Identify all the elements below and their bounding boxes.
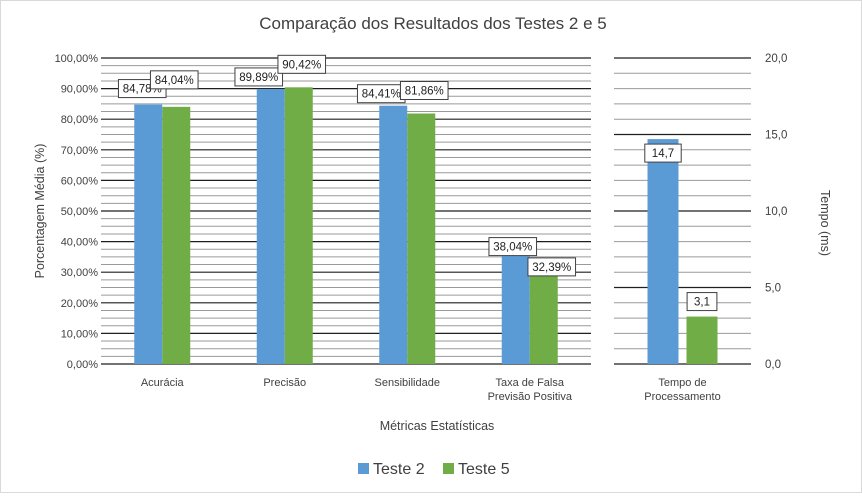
- data-label-box-teste-5-tempo-de-processamento: [686, 292, 718, 312]
- right-gridlines: [614, 57, 751, 365]
- data-label-teste-2-taxa-de-falsa-previsao-positiva: 38,04%: [493, 242, 532, 254]
- data-label-teste-5-taxa-de-falsa-previsao-positiva: 32,39%: [532, 262, 571, 274]
- y-tick-label-left: 100,00%: [55, 53, 99, 65]
- x-tick-label-taxa-de-falsa-previsao-positiva: Previsão Positiva: [488, 391, 573, 403]
- legend-label-teste-2: Teste 2: [373, 461, 425, 478]
- bars: [134, 87, 718, 365]
- y-tick-label-left: 0,00%: [67, 359, 98, 371]
- legend: Teste 2 Teste 5: [358, 461, 510, 478]
- legend-label-teste-5: Teste 5: [458, 461, 510, 478]
- data-label-teste-5-precisao: 90,42%: [282, 59, 321, 71]
- data-label-teste-2-precisao: 89,89%: [239, 72, 278, 84]
- y-tick-label-left: 90,00%: [61, 84, 99, 96]
- bar-teste-2-tempo-de-processamento: [647, 139, 679, 364]
- tick-labels: 0,00% 10,00% 20,00% 30,00% 40,00% 50,00% 60,00…: [55, 53, 788, 403]
- y-tick-label-left: 10,00%: [61, 328, 99, 340]
- data-label-box-teste-5-precisao: [277, 54, 327, 74]
- y-tick-label-left: 80,00%: [61, 114, 99, 126]
- data-label-box-teste-2-taxa-de-falsa-previsao-positiva: [488, 237, 538, 257]
- y-tick-label-right: 0,0: [765, 359, 781, 371]
- bar-teste-2-sensibilidade: [379, 105, 408, 365]
- bar-teste-5-tempo-de-processamento: [686, 316, 718, 364]
- data-label-box-teste-2-tempo-de-processamento: [644, 143, 682, 163]
- x-tick-label-acuracia: Acurácia: [141, 377, 185, 389]
- data-label-box-teste-5-taxa-de-falsa-previsao-positiva: [527, 257, 577, 277]
- x-tick-label-precisao: Precisão: [263, 377, 306, 389]
- bar-teste-5-acuracia: [162, 106, 191, 365]
- y-tick-label-right: 20,0: [765, 53, 787, 65]
- bar-teste-5-sensibilidade: [407, 113, 436, 365]
- legend-swatch-teste-5: [443, 463, 454, 474]
- bar-teste-2-precisao: [256, 88, 285, 365]
- data-label-teste-5-tempo-de-processamento: 3,1: [694, 297, 710, 309]
- y-axis-title-right: Tempo (ms): [818, 190, 832, 256]
- x-tick-label-sensibilidade: Sensibilidade: [375, 377, 440, 389]
- y-tick-label-right: 10,0: [765, 206, 787, 218]
- data-labels: 84,78%84,04% 89,89%90,42%84,41% 81,86%38,0…: [117, 54, 718, 312]
- y-axis-title-left: Porcentagem Média (%): [33, 144, 47, 279]
- x-tick-label-tempo-de-processamento: Tempo de: [658, 377, 706, 389]
- y-tick-label-left: 20,00%: [61, 298, 99, 310]
- data-label-teste-2-sensibilidade: 84,41%: [362, 89, 401, 101]
- bar-teste-2-acuracia: [134, 104, 163, 365]
- data-label-teste-5-acuracia: 84,04%: [155, 75, 194, 87]
- y-tick-label-left: 60,00%: [61, 175, 99, 187]
- bar-teste-5-precisao: [284, 87, 313, 365]
- bar-teste-5-taxa-de-falsa-previsao-positiva: [529, 264, 558, 364]
- x-tick-label-tempo-de-processamento: Processamento: [644, 391, 720, 403]
- data-label-teste-2-tempo-de-processamento: 14,7: [652, 148, 674, 160]
- chart-title: Comparação dos Resultados dos Testes 2 e…: [259, 14, 606, 33]
- y-tick-label-left: 50,00%: [61, 206, 99, 218]
- data-label-box-teste-5-acuracia: [149, 70, 199, 90]
- bar-teste-2-taxa-de-falsa-previsao-positiva: [501, 247, 530, 364]
- y-tick-label-left: 30,00%: [61, 267, 99, 279]
- data-label-box-teste-2-precisao: [234, 67, 284, 87]
- x-tick-label-taxa-de-falsa-previsao-positiva: Taxa de Falsa: [496, 377, 565, 389]
- x-axis-title: Métricas Estatísticas: [380, 419, 495, 433]
- y-tick-label-right: 15,0: [765, 130, 787, 142]
- y-tick-label-left: 40,00%: [61, 237, 99, 249]
- y-tick-label-right: 5,0: [765, 283, 781, 295]
- legend-swatch-teste-2: [358, 463, 369, 474]
- data-label-box-teste-5-sensibilidade: [399, 81, 449, 101]
- data-label-teste-5-sensibilidade: 81,86%: [405, 86, 444, 98]
- y-tick-label-left: 70,00%: [61, 145, 99, 157]
